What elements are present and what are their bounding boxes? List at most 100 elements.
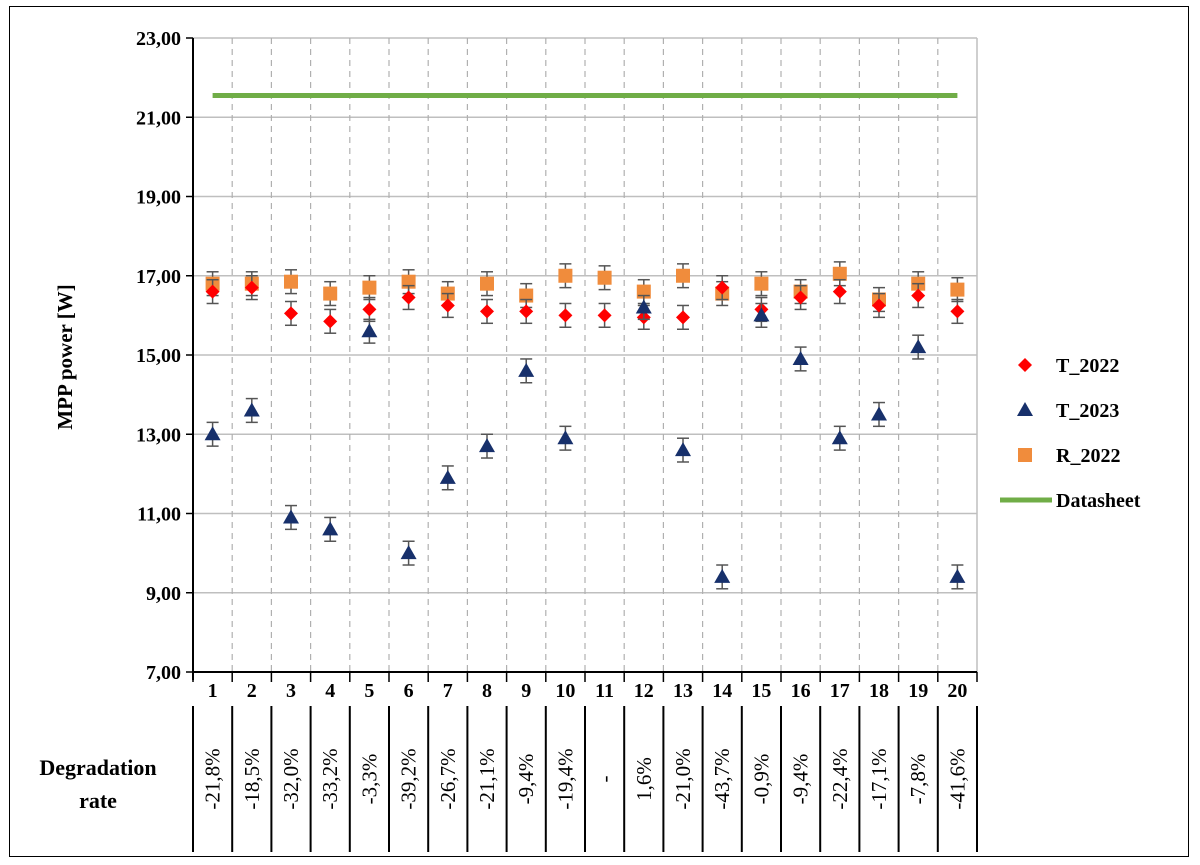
legend-label: T_2023 <box>1056 400 1119 422</box>
degradation-value: -21,1% <box>475 748 499 809</box>
point-triangle <box>675 442 691 457</box>
y-tick-label: 11,00 <box>137 504 181 526</box>
y-axis-label: MPP power [W] <box>53 284 77 429</box>
degradation-value: -18,5% <box>240 748 264 809</box>
point-diamond <box>715 280 730 295</box>
point-triangle <box>204 426 221 441</box>
point-diamond <box>950 304 965 319</box>
y-tick-label: 19,00 <box>136 187 181 209</box>
x-tick-label: 17 <box>830 680 850 702</box>
degradation-value: -9,4% <box>789 754 813 805</box>
point-diamond <box>597 308 612 323</box>
degradation-row-label-line2: rate <box>79 788 117 813</box>
point-triangle <box>871 406 887 421</box>
x-tick-label: 9 <box>521 680 531 702</box>
point-diamond <box>872 298 886 313</box>
x-tick-label: 16 <box>791 680 811 702</box>
point-triangle <box>714 568 731 583</box>
point-square <box>597 270 612 285</box>
point-diamond <box>911 288 926 303</box>
point-triangle <box>283 509 299 524</box>
x-tick-label: 15 <box>751 680 771 702</box>
degradation-value: -17,1% <box>867 748 891 809</box>
point-triangle <box>322 521 339 536</box>
x-tick-label: 14 <box>712 680 732 702</box>
x-tick-label: 19 <box>908 680 928 702</box>
degradation-value: -0,9% <box>749 754 773 805</box>
chart-frame <box>9 6 1189 857</box>
point-diamond <box>558 308 573 323</box>
x-tick-label: 6 <box>404 680 414 702</box>
degradation-table: -21,8% -18,5% -32,0% -33,2% -3,3% -39,2% -26,7… <box>192 706 978 852</box>
legend-marker-diamond <box>1018 358 1032 372</box>
legend-label: R_2022 <box>1056 445 1120 467</box>
point-diamond <box>401 290 416 305</box>
x-tick-label: 11 <box>595 680 614 702</box>
degradation-value: -21,8% <box>201 748 225 809</box>
point-square <box>480 276 494 291</box>
x-tick-label: 18 <box>869 680 889 702</box>
point-triangle <box>243 402 260 417</box>
point-square <box>323 286 338 301</box>
point-square <box>832 266 847 281</box>
degradation-value: -43,7% <box>710 748 734 809</box>
point-triangle <box>753 307 770 322</box>
degradation-value: -21,0% <box>671 748 695 809</box>
x-tick-label: 20 <box>947 680 967 702</box>
point-triangle <box>557 430 574 445</box>
legend-label: T_2022 <box>1056 355 1119 377</box>
y-tick-label: 21,00 <box>136 107 181 129</box>
point-triangle <box>635 299 652 314</box>
degradation-value: - <box>593 776 617 783</box>
legend-marker-triangle <box>1017 402 1033 416</box>
x-tick-label: 10 <box>555 680 575 702</box>
x-tick-label: 4 <box>325 680 335 702</box>
x-tick-label: 12 <box>634 680 654 702</box>
point-triangle <box>910 339 927 354</box>
degradation-value: -7,8% <box>906 754 930 805</box>
point-triangle <box>479 438 495 453</box>
point-diamond <box>480 304 494 319</box>
point-triangle <box>439 469 456 484</box>
degradation-value: -39,2% <box>397 748 421 809</box>
legend-label: Datasheet <box>1056 490 1141 512</box>
point-diamond <box>519 304 534 319</box>
y-tick-label: 15,00 <box>136 345 181 367</box>
x-tick-label: 5 <box>364 680 374 702</box>
degradation-value: -9,4% <box>514 754 538 805</box>
degradation-value: -41,6% <box>945 748 969 809</box>
legend: T_2022 T_2023 R_2022 Datasheet <box>1000 355 1141 512</box>
point-triangle <box>400 545 417 560</box>
point-square <box>284 274 298 289</box>
point-diamond <box>793 290 808 305</box>
point-triangle <box>518 362 535 377</box>
series-T_2022 <box>205 275 965 334</box>
degradation-value: -33,2% <box>318 748 342 809</box>
marks <box>204 92 966 590</box>
grid <box>193 37 978 672</box>
legend-marker-square <box>1018 448 1032 462</box>
point-triangle <box>361 323 378 338</box>
point-diamond <box>676 310 690 325</box>
point-square <box>676 268 690 283</box>
point-diamond <box>205 284 220 299</box>
axes: 7,009,0011,0013,0015,0017,0019,0021,0023… <box>136 28 978 702</box>
point-triangle <box>949 568 966 583</box>
y-tick-label: 23,00 <box>136 28 181 50</box>
x-tick-label: 3 <box>286 680 296 702</box>
point-diamond <box>362 302 377 317</box>
point-triangle <box>831 430 848 445</box>
degradation-value: 1,6% <box>632 757 656 801</box>
point-diamond <box>832 284 847 299</box>
point-square <box>558 268 573 283</box>
x-tick-label: 13 <box>673 680 693 702</box>
point-square <box>362 280 377 295</box>
degradation-value: -19,4% <box>553 748 577 809</box>
degradation-row-label: Degradation <box>39 755 156 780</box>
y-tick-label: 7,00 <box>146 662 181 684</box>
y-tick-label: 9,00 <box>146 583 181 605</box>
point-square <box>754 276 769 291</box>
point-square <box>950 282 965 297</box>
point-diamond <box>440 298 455 313</box>
